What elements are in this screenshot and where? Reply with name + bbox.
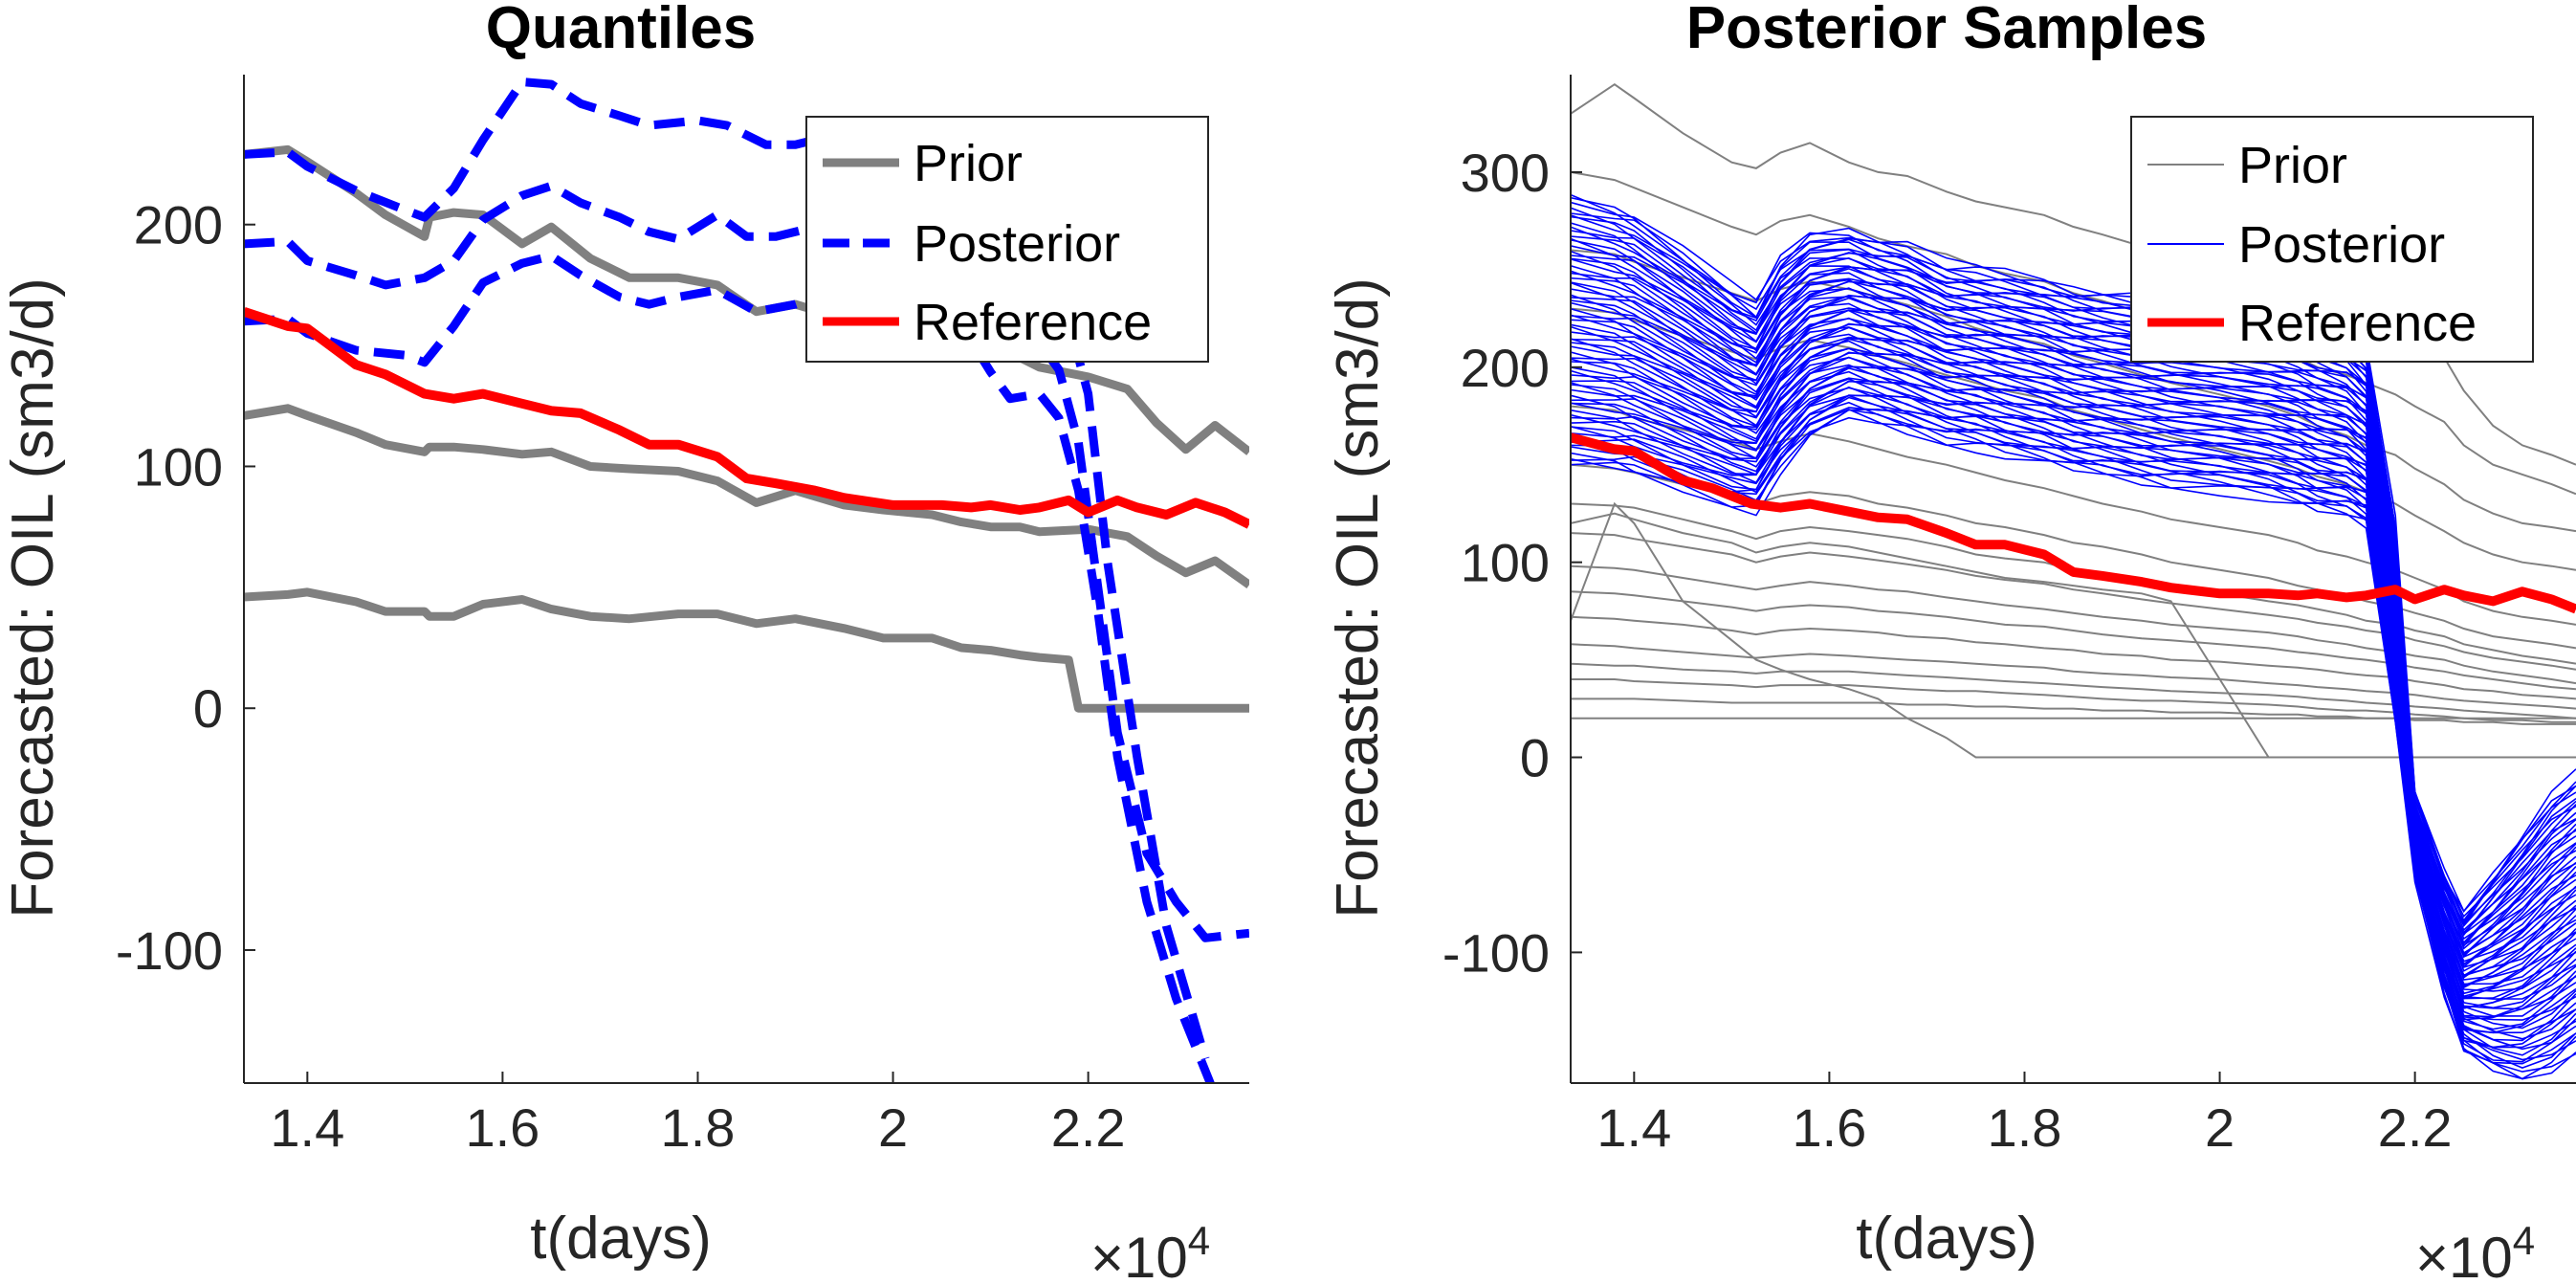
y-tick-label: 0 bbox=[1520, 728, 1550, 788]
posterior-sample-line bbox=[1571, 245, 2576, 944]
panel-title: Posterior Samples bbox=[1686, 0, 2207, 61]
prior-sample-line bbox=[1571, 615, 2576, 700]
legend-label-reference: Reference bbox=[2238, 295, 2477, 352]
prior-sample-line bbox=[1571, 512, 2576, 759]
legend: Prior Posterior Reference bbox=[2130, 116, 2534, 363]
posterior-samples-panel: Posterior Samples 1.4 1.6 1.8 2 2.2 -100 0 100 2… bbox=[1325, 0, 2576, 1284]
x-exponent-label: ×104 bbox=[1090, 1218, 1210, 1284]
posterior-sample-line bbox=[1571, 294, 2576, 968]
y-tick-label: 200 bbox=[1461, 338, 1550, 398]
y-tick-label: 0 bbox=[193, 678, 223, 739]
posterior-sample-line bbox=[1571, 409, 2576, 1073]
legend-label-prior: Prior bbox=[914, 135, 1023, 192]
prior-sample-line bbox=[1571, 662, 2576, 719]
prior-sample-line bbox=[1571, 590, 2576, 691]
x-tick-label: 2 bbox=[2205, 1097, 2235, 1158]
posterior-sample-line bbox=[1571, 201, 2576, 922]
posterior-sample-line bbox=[1571, 214, 2576, 928]
x-axis-label: t(days) bbox=[1856, 1206, 2037, 1272]
y-tick-label: 100 bbox=[1461, 533, 1550, 593]
legend-label-posterior: Posterior bbox=[914, 215, 1120, 273]
posterior-sample-line bbox=[1571, 322, 2576, 989]
y-tick-label: 300 bbox=[1461, 143, 1550, 203]
posterior-sample-line bbox=[1571, 408, 2576, 1065]
posterior-sample-line bbox=[1571, 416, 2576, 1080]
x-tick-label: 2.2 bbox=[2378, 1097, 2453, 1158]
posterior-sample-line bbox=[1571, 365, 2576, 1018]
y-tick-label: 100 bbox=[134, 436, 223, 497]
y-axis-label: Forecasted: OIL (sm3/d) bbox=[0, 277, 66, 919]
x-tick-label: 1.8 bbox=[1988, 1097, 2062, 1158]
prior-sample-line bbox=[1571, 678, 2576, 723]
prior-sample-line bbox=[1571, 532, 2576, 671]
x-axis-label: t(days) bbox=[530, 1206, 711, 1272]
prior-sample-line bbox=[1571, 643, 2576, 710]
posterior-sample-line bbox=[1571, 309, 2576, 977]
prior-sample-line bbox=[1571, 697, 2576, 725]
x-tick-label: 1.8 bbox=[661, 1097, 736, 1158]
quantiles-plot-area: 1.4 1.6 1.8 2 2.2 -100 0 100 200 bbox=[116, 75, 1249, 1158]
series-group bbox=[244, 77, 1249, 1083]
y-tick-label: -100 bbox=[1442, 922, 1550, 983]
posterior-sample-line bbox=[1571, 338, 2576, 998]
prior-quantile-line bbox=[244, 404, 1249, 588]
posterior-quantile-line bbox=[244, 252, 1216, 1083]
prior-sample-line bbox=[1571, 565, 2576, 685]
posterior-quantile-line bbox=[244, 181, 1249, 942]
quantiles-panel: Quantiles 1.4 1.6 1.8 2 2.2 -100 0 100 200 t(day… bbox=[0, 0, 1249, 1284]
x-tick-label: 2.2 bbox=[1051, 1097, 1126, 1158]
prior-sample-line bbox=[1571, 170, 2576, 496]
reference-line bbox=[1571, 432, 2576, 614]
y-axis-label: Forecasted: OIL (sm3/d) bbox=[1325, 277, 1391, 919]
legend-label-prior: Prior bbox=[2238, 137, 2347, 194]
series-group bbox=[1571, 82, 2576, 1080]
y-tick-label: -100 bbox=[116, 920, 223, 981]
legend: Prior Posterior Reference bbox=[805, 116, 1209, 363]
x-exponent-label: ×104 bbox=[2415, 1218, 2535, 1284]
prior-quantile-line bbox=[244, 587, 1249, 713]
posterior-sample-line bbox=[1571, 215, 2576, 924]
x-tick-label: 1.4 bbox=[1596, 1097, 1671, 1158]
x-tick-label: 2 bbox=[878, 1097, 908, 1158]
reference-line bbox=[244, 306, 1249, 529]
legend-label-reference: Reference bbox=[914, 294, 1152, 351]
x-tick-label: 1.6 bbox=[465, 1097, 539, 1158]
posterior-quantile-line bbox=[244, 77, 1210, 1060]
posterior-sample-line bbox=[1571, 407, 2576, 1063]
y-tick-label: 200 bbox=[134, 195, 223, 255]
posterior-samples-plot-area: 1.4 1.6 1.8 2 2.2 -100 0 100 200 300 bbox=[1442, 75, 2576, 1158]
panel-title: Quantiles bbox=[486, 0, 757, 61]
x-tick-label: 1.4 bbox=[270, 1097, 344, 1158]
x-tick-label: 1.6 bbox=[1792, 1097, 1866, 1158]
posterior-sample-line bbox=[1571, 409, 2576, 1080]
legend-label-posterior: Posterior bbox=[2238, 216, 2445, 274]
